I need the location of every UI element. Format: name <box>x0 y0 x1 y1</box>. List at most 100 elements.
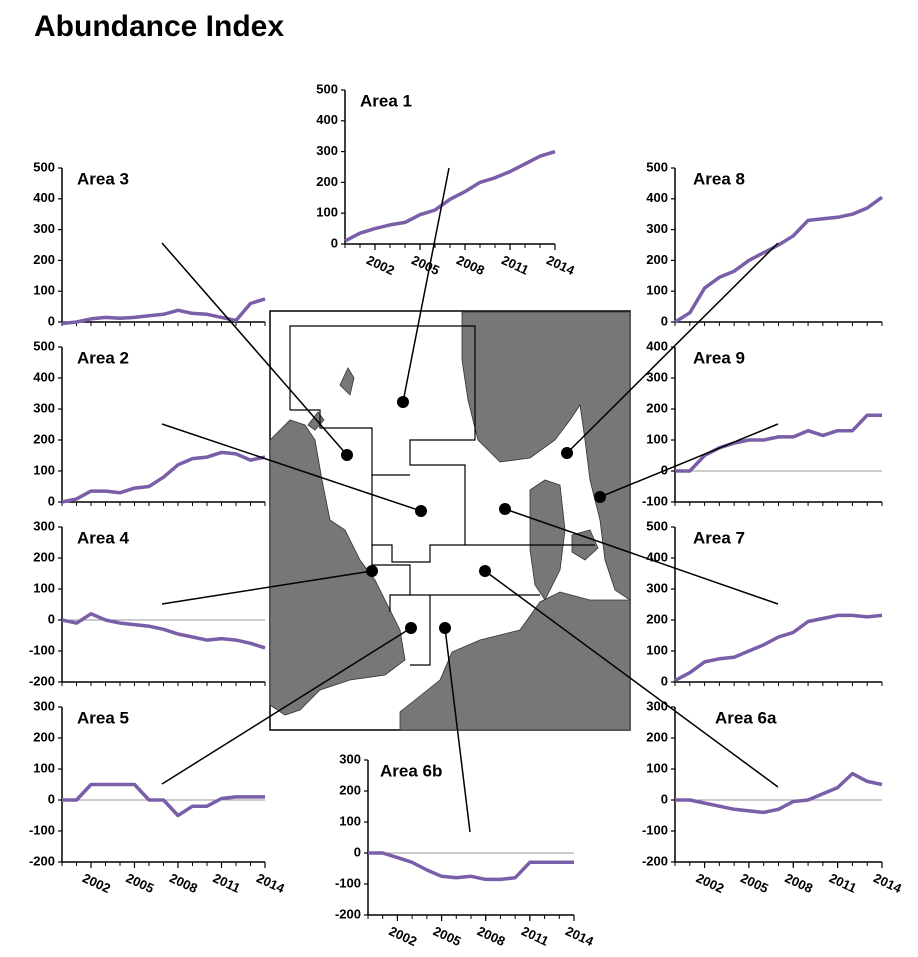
y-tick-label: 100 <box>646 642 668 657</box>
x-tick-label: 2011 <box>827 870 859 896</box>
x-tick-label: 2014 <box>563 923 596 949</box>
y-tick-label: -100 <box>29 642 55 657</box>
y-tick-label: 400 <box>33 190 55 205</box>
y-tick-label: 500 <box>646 518 668 533</box>
x-tick-label: 2011 <box>519 923 551 949</box>
y-tick-label: 300 <box>33 698 55 713</box>
y-tick-label: 100 <box>646 283 668 298</box>
y-tick-label: 400 <box>646 338 668 353</box>
leader-line <box>566 242 779 454</box>
jutland <box>529 479 566 601</box>
x-tick-label: 2002 <box>80 870 113 896</box>
y-tick-label: 100 <box>339 813 361 828</box>
y-tick-label: 200 <box>646 611 668 626</box>
border <box>371 545 540 596</box>
map <box>269 310 631 731</box>
data-line <box>61 612 266 650</box>
x-tick-label: 2005 <box>738 870 771 896</box>
chart: Area 8 0 100 200 300 400 500 <box>646 159 884 328</box>
y-tick-label: 200 <box>33 729 55 744</box>
border <box>290 409 410 476</box>
y-tick-label: 0 <box>48 493 55 508</box>
y-tick-label: 200 <box>646 400 668 415</box>
y-tick-label: -200 <box>29 673 55 688</box>
y-tick-label: 200 <box>33 431 55 446</box>
leader-line <box>504 508 779 605</box>
chart-title: Area 9 <box>693 348 745 367</box>
y-tick-label: 300 <box>33 221 55 236</box>
x-tick-label: 2008 <box>783 870 816 896</box>
dot <box>561 447 573 459</box>
x-tick-label: 2008 <box>167 870 200 896</box>
chart-title: Area 6a <box>715 708 777 727</box>
data-line <box>62 782 265 818</box>
dot <box>594 491 606 503</box>
y-tick-label: 100 <box>646 760 668 775</box>
leader-line <box>402 167 450 403</box>
data-line <box>368 851 574 882</box>
dot <box>499 503 511 515</box>
area-borders <box>289 325 595 666</box>
y-tick-label: 200 <box>646 252 668 267</box>
x-tick-label: 2014 <box>254 870 287 896</box>
chart-title: Area 7 <box>693 528 745 547</box>
chart: Area 6a -200 -100 0 100 200 300 2002 2005 2008 201… <box>642 698 905 896</box>
chart: Area 6b -200 -100 0 100 200 300 2002 2005 2008 201… <box>335 751 597 949</box>
y-tick-label: 500 <box>646 159 668 174</box>
chart-title: Area 2 <box>77 348 129 367</box>
y-tick-label: 300 <box>646 580 668 595</box>
y-tick-label: 100 <box>33 283 55 298</box>
y-tick-label: 200 <box>646 729 668 744</box>
y-tick-label: 0 <box>661 791 668 806</box>
leader-line <box>161 242 348 456</box>
y-tick-label: 100 <box>33 462 55 477</box>
chart-title: Area 6b <box>380 761 442 780</box>
y-tick-label: -200 <box>29 853 55 868</box>
dot <box>397 396 409 408</box>
dot <box>415 505 427 517</box>
x-tick-label: 2014 <box>871 870 904 896</box>
data-line <box>675 771 883 815</box>
dot <box>366 565 378 577</box>
x-tick-label: 2014 <box>544 252 577 278</box>
chart-title: Area 1 <box>360 91 412 110</box>
x-tick-label: 2005 <box>409 252 442 278</box>
y-tick-label: 300 <box>646 369 668 384</box>
x-tick-label: 2002 <box>387 923 420 949</box>
page-title: Abundance Index <box>34 10 284 43</box>
y-tick-label: -100 <box>29 822 55 837</box>
leader-line <box>161 423 422 512</box>
border <box>389 594 410 612</box>
data-line <box>61 297 266 326</box>
leader-line <box>161 627 412 785</box>
y-tick-label: -200 <box>642 853 668 868</box>
leader-line <box>444 627 471 833</box>
y-tick-label: 100 <box>33 580 55 595</box>
y-tick-label: 300 <box>33 518 55 533</box>
y-tick-label: -100 <box>335 875 361 890</box>
land <box>269 311 631 731</box>
y-tick-label: 500 <box>33 338 55 353</box>
y-tick-label: -100 <box>642 493 668 508</box>
x-tick-label: 2008 <box>454 252 487 278</box>
britain <box>269 419 406 716</box>
y-tick-label: 300 <box>316 143 338 158</box>
y-tick-label: 0 <box>661 673 668 688</box>
x-tick-label: 2005 <box>431 923 464 949</box>
y-tick-label: 200 <box>33 252 55 267</box>
chart: Area 1 0 100 200 300 400 500 2002 2005 2008 2011 20… <box>316 81 577 278</box>
shetland <box>339 367 355 396</box>
dot <box>439 622 451 634</box>
y-tick-label: 200 <box>339 782 361 797</box>
y-tick-label: 0 <box>48 313 55 328</box>
x-tick-label: 2002 <box>364 252 397 278</box>
x-tick-label: 2005 <box>124 870 157 896</box>
data-line <box>675 413 882 473</box>
x-tick-label: 2002 <box>694 870 727 896</box>
data-line <box>344 149 556 243</box>
chart: Area 4 -200 -100 0 100 200 300 <box>29 518 266 688</box>
border <box>410 595 431 666</box>
y-tick-label: -100 <box>642 822 668 837</box>
